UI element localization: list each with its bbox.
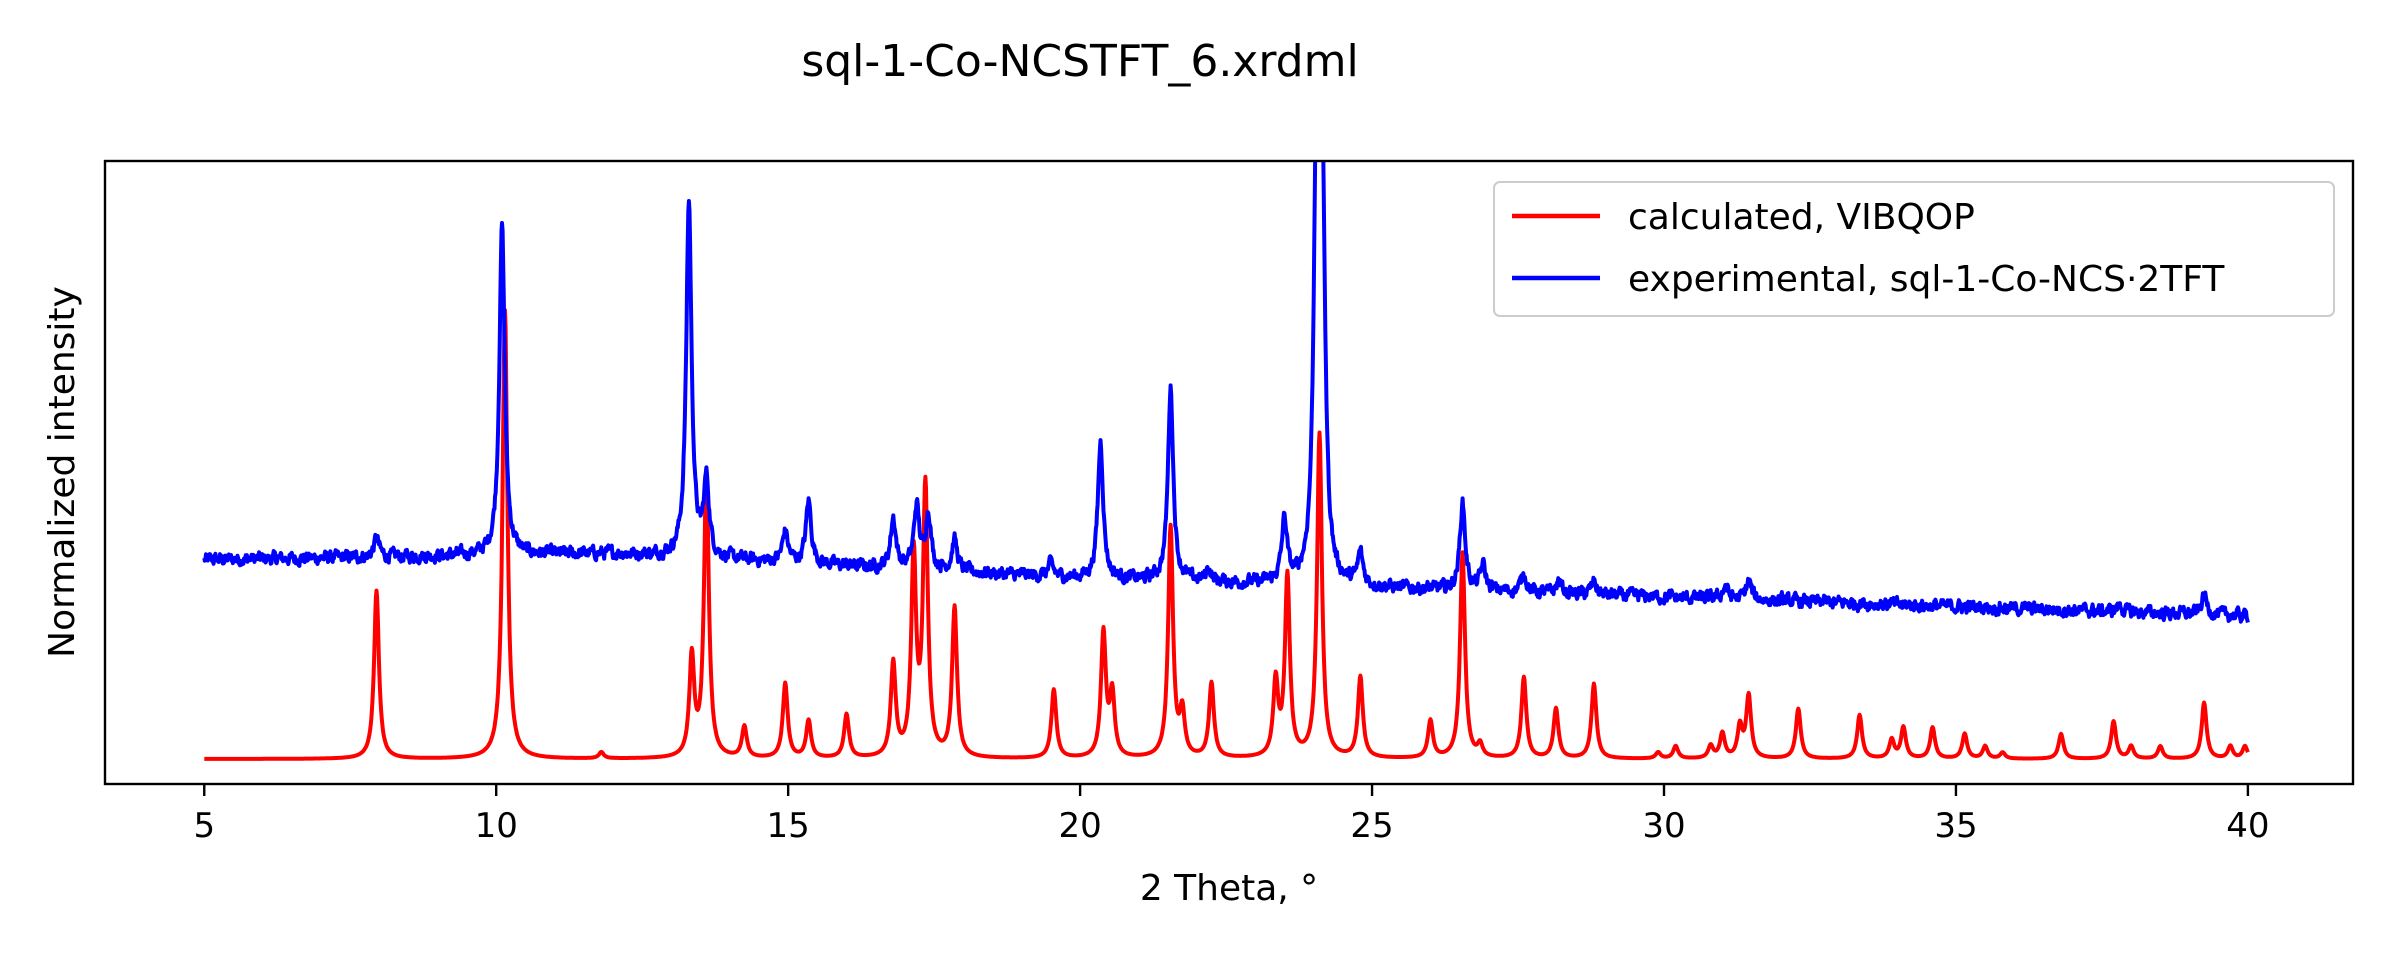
x-tick-label: 20 bbox=[1058, 806, 1101, 846]
legend: calculated, VIBQOP experimental, sql-1-C… bbox=[1493, 181, 2335, 317]
plot-area bbox=[202, 161, 2250, 761]
x-axis-label: 2 Theta, ° bbox=[1140, 868, 1318, 909]
legend-label-experimental: experimental, sql-1-Co-NCS·2TFT bbox=[1628, 259, 2225, 300]
x-tick-label: 40 bbox=[2226, 806, 2269, 846]
series-line-experimental bbox=[202, 161, 2250, 624]
x-axis: 5 10 15 20 25 30 35 40 bbox=[193, 784, 2270, 846]
x-tick-label: 30 bbox=[1642, 806, 1685, 846]
chart-title: sql-1-Co-NCSTFT_6.xrdml bbox=[801, 36, 1358, 87]
x-tick-label: 25 bbox=[1350, 806, 1393, 846]
x-tick-label: 5 bbox=[193, 806, 215, 846]
legend-label-calculated: calculated, VIBQOP bbox=[1628, 197, 1975, 238]
y-axis-label: Normalized intensity bbox=[42, 286, 83, 658]
x-tick-label: 10 bbox=[475, 806, 518, 846]
legend-box bbox=[1493, 181, 2335, 317]
series-layer bbox=[202, 161, 2250, 761]
x-tick-label: 35 bbox=[1934, 806, 1977, 846]
plot-frame bbox=[103, 159, 2355, 786]
x-tick-label: 15 bbox=[767, 806, 810, 846]
series-line-calculated bbox=[202, 308, 2250, 761]
